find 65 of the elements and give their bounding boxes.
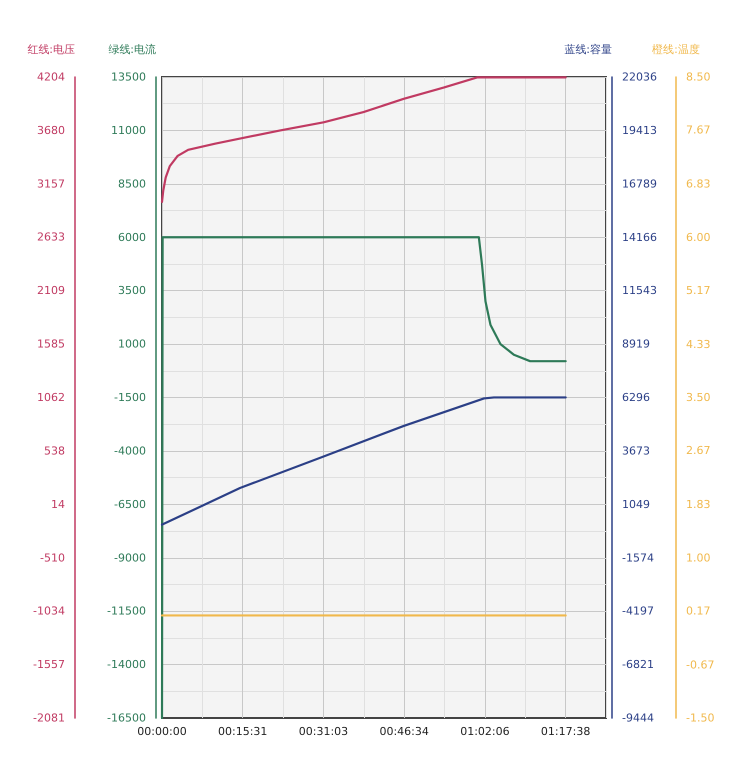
y-tick-label: 7.67 — [686, 124, 710, 137]
y2-tick-label: -4000 — [114, 444, 146, 458]
y-tick-label: -1034 — [33, 604, 65, 618]
y2-axis-title: 绿线:电流 — [108, 43, 156, 56]
y-tick-label: 1062 — [37, 390, 65, 404]
y2-tick-label: 11000 — [111, 124, 146, 137]
y2-tick-label: 1000 — [118, 338, 146, 351]
y-tick-label: 4204 — [37, 70, 65, 84]
y3-tick-label: 16789 — [622, 177, 657, 190]
y-tick-label: 14 — [51, 498, 65, 511]
y2-tick-label: 13500 — [111, 70, 146, 84]
y-tick-label: 2109 — [37, 284, 65, 298]
line-series — [160, 236, 567, 720]
y2-tick-label: -9000 — [114, 551, 146, 564]
y3-tick-label: 19413 — [622, 124, 657, 137]
y-tick-label: 1.83 — [686, 498, 710, 512]
x-tick-label: 00:31:03 — [298, 725, 348, 738]
y-tick-label: 3157 — [37, 177, 65, 190]
y3-tick-label: -4197 — [622, 604, 654, 618]
y3-axis-title: 蓝线:容量 — [564, 43, 612, 56]
y3-tick-label: 6296 — [622, 391, 650, 404]
y-tick-label: 6.83 — [686, 178, 710, 191]
y-tick-label: 2.67 — [686, 444, 710, 458]
y-tick-label: 5.17 — [686, 284, 710, 297]
y-axis-title: 橙线:温度 — [652, 43, 700, 56]
y-tick-label: -2081 — [33, 712, 65, 724]
y2-tick-label: 8500 — [118, 177, 146, 190]
y2-tick-label: 3500 — [118, 284, 146, 298]
y-tick-label: 1585 — [37, 338, 65, 351]
y-tick-label: 2633 — [37, 230, 65, 244]
y3-tick-label: 11543 — [622, 284, 657, 298]
y3-tick-label: 1049 — [622, 498, 650, 511]
line-series — [160, 396, 567, 526]
y-tick-label: -0.67 — [686, 658, 714, 672]
y-tick-label: 6.00 — [686, 230, 710, 244]
x-tick-label: 00:46:34 — [379, 725, 429, 738]
y3-tick-label: 22036 — [622, 70, 657, 84]
x-tick-label: 01:17:38 — [540, 725, 590, 738]
y-tick-label: 4.33 — [686, 338, 710, 351]
y2-tick-label: 6000 — [118, 230, 146, 244]
y-tick-label: -1.50 — [686, 712, 714, 724]
y-tick-label: 8.50 — [686, 70, 710, 84]
y2-tick-label: -6500 — [114, 498, 146, 511]
y2-tick-label: -16500 — [107, 712, 146, 724]
y-tick-label: 3.50 — [686, 391, 710, 404]
y2-tick-label: -1500 — [114, 391, 146, 404]
y-tick-label: 538 — [44, 444, 65, 458]
y-tick-label: 0.17 — [686, 604, 710, 618]
y-tick-label: 3680 — [37, 124, 65, 137]
y3-tick-label: 8919 — [622, 338, 650, 351]
y3-tick-label: -9444 — [622, 712, 654, 724]
y-tick-label: -510 — [40, 551, 65, 564]
y-tick-label: -1557 — [33, 658, 65, 672]
y-axis-title: 红线:电压 — [27, 43, 75, 56]
y3-tick-label: 14166 — [622, 230, 657, 244]
x-tick-label: 00:15:31 — [218, 725, 268, 738]
line-series — [160, 76, 567, 203]
y-tick-label: 1.00 — [686, 551, 710, 564]
y2-tick-label: -11500 — [107, 604, 146, 618]
y2-tick-label: -14000 — [107, 658, 146, 672]
y3-tick-label: 3673 — [622, 444, 650, 458]
y3-tick-label: -1574 — [622, 551, 654, 564]
y3-tick-label: -6821 — [622, 658, 654, 672]
x-tick-label: 01:02:06 — [460, 725, 510, 738]
x-tick-label: 00:00:00 — [137, 725, 187, 738]
